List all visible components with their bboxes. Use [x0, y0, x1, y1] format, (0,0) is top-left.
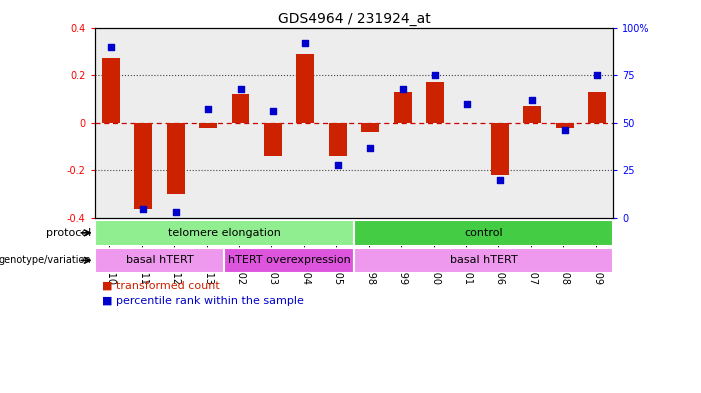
- Bar: [354, 220, 613, 246]
- Bar: [394, 92, 411, 123]
- Bar: [556, 123, 573, 128]
- Bar: [491, 123, 509, 175]
- Bar: [224, 248, 354, 273]
- Point: [494, 177, 505, 183]
- Bar: [524, 106, 541, 123]
- Bar: [192, 28, 224, 218]
- Point: [365, 145, 376, 151]
- Bar: [257, 28, 290, 218]
- Bar: [95, 248, 224, 273]
- Text: ■ percentile rank within the sample: ■ percentile rank within the sample: [102, 296, 304, 306]
- Bar: [322, 28, 354, 218]
- Bar: [418, 28, 451, 218]
- Bar: [581, 28, 613, 218]
- Bar: [426, 82, 444, 123]
- Bar: [160, 28, 192, 218]
- Bar: [484, 28, 516, 218]
- Text: hTERT overexpression: hTERT overexpression: [228, 255, 350, 265]
- Bar: [297, 54, 314, 123]
- Point: [332, 162, 343, 168]
- Bar: [95, 28, 127, 218]
- Bar: [102, 59, 120, 123]
- Point: [105, 43, 116, 50]
- Bar: [95, 220, 354, 246]
- Bar: [199, 123, 217, 128]
- Bar: [516, 28, 549, 218]
- Bar: [135, 123, 152, 209]
- Text: basal hTERT: basal hTERT: [450, 255, 517, 265]
- Text: genotype/variation: genotype/variation: [0, 255, 91, 265]
- Bar: [354, 28, 386, 218]
- Point: [559, 127, 571, 134]
- Text: ■ transformed count: ■ transformed count: [102, 281, 219, 291]
- Point: [462, 101, 473, 107]
- Point: [203, 107, 214, 113]
- Point: [300, 40, 311, 46]
- Point: [397, 85, 408, 92]
- Bar: [290, 28, 322, 218]
- Bar: [361, 123, 379, 132]
- Bar: [264, 123, 282, 156]
- Bar: [354, 248, 613, 273]
- Text: protocol: protocol: [46, 228, 91, 238]
- Point: [170, 209, 182, 215]
- Bar: [588, 92, 606, 123]
- Point: [526, 97, 538, 103]
- Text: control: control: [464, 228, 503, 238]
- Bar: [224, 28, 257, 218]
- Text: telomere elongation: telomere elongation: [168, 228, 281, 238]
- Title: GDS4964 / 231924_at: GDS4964 / 231924_at: [278, 13, 430, 26]
- Point: [235, 85, 246, 92]
- Bar: [451, 28, 484, 218]
- Bar: [231, 94, 250, 123]
- Bar: [549, 28, 581, 218]
- Bar: [167, 123, 184, 194]
- Point: [267, 108, 278, 114]
- Point: [137, 206, 149, 212]
- Bar: [127, 28, 160, 218]
- Text: basal hTERT: basal hTERT: [125, 255, 193, 265]
- Point: [430, 72, 441, 78]
- Bar: [386, 28, 418, 218]
- Point: [592, 72, 603, 78]
- Bar: [329, 123, 347, 156]
